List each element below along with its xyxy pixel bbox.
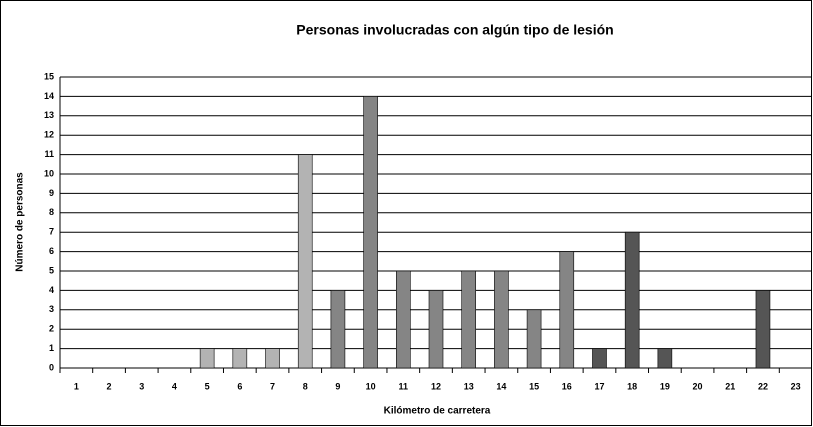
x-tick-label: 15 bbox=[529, 381, 539, 391]
x-tick-label: 16 bbox=[562, 381, 572, 391]
bar bbox=[396, 270, 411, 369]
y-tick-label: 10 bbox=[44, 168, 54, 178]
x-tick-label: 7 bbox=[270, 381, 275, 391]
x-tick-label: 1 bbox=[74, 381, 79, 391]
y-tick-label: 8 bbox=[49, 207, 54, 217]
x-tick-label: 18 bbox=[627, 381, 637, 391]
bar bbox=[461, 270, 476, 369]
bar bbox=[592, 348, 607, 369]
bar bbox=[526, 309, 542, 369]
y-tick-label: 13 bbox=[44, 110, 54, 120]
y-tick-label: 11 bbox=[44, 149, 54, 159]
x-tick-label: 20 bbox=[693, 381, 703, 391]
y-tick-label: 3 bbox=[49, 304, 54, 314]
x-tick-label: 11 bbox=[399, 381, 409, 391]
bar bbox=[297, 154, 313, 369]
bar bbox=[657, 348, 673, 369]
y-tick-label: 7 bbox=[49, 227, 54, 237]
bar bbox=[755, 290, 771, 369]
x-tick-label: 14 bbox=[496, 381, 506, 391]
x-tick-label: 21 bbox=[725, 381, 735, 391]
y-tick-label: 0 bbox=[49, 362, 54, 372]
x-tick-label: 13 bbox=[464, 381, 474, 391]
y-tick-label: 2 bbox=[49, 324, 54, 334]
x-tick-label: 3 bbox=[139, 381, 144, 391]
y-tick-label: 1 bbox=[49, 343, 54, 353]
y-tick-label: 12 bbox=[44, 130, 54, 140]
bar bbox=[624, 231, 640, 369]
x-tick-label: 10 bbox=[366, 381, 376, 391]
x-tick-label: 2 bbox=[107, 381, 112, 391]
x-tick-label: 17 bbox=[594, 381, 604, 391]
y-axis-title: Número de personas bbox=[15, 172, 26, 272]
y-tick-label: 6 bbox=[49, 246, 54, 256]
x-tick-label: 6 bbox=[237, 381, 242, 391]
x-tick-label: 22 bbox=[758, 381, 768, 391]
y-tick-label: 9 bbox=[49, 188, 54, 198]
bar bbox=[428, 290, 444, 369]
bar bbox=[232, 348, 248, 369]
bar bbox=[330, 290, 346, 369]
bar bbox=[363, 96, 378, 369]
x-tick-label: 19 bbox=[660, 381, 670, 391]
bar bbox=[265, 348, 280, 369]
y-tick-label: 14 bbox=[44, 91, 54, 101]
x-tick-label: 9 bbox=[335, 381, 340, 391]
x-tick-label: 4 bbox=[172, 381, 177, 391]
bar bbox=[494, 270, 509, 369]
x-tick-label: 8 bbox=[303, 381, 308, 391]
x-axis-title: Kilómetro de carretera bbox=[384, 406, 491, 417]
y-tick-label: 15 bbox=[44, 71, 54, 81]
bar bbox=[559, 251, 575, 369]
y-tick-label: 4 bbox=[49, 285, 54, 295]
x-tick-label: 5 bbox=[205, 381, 210, 391]
bar bbox=[199, 348, 215, 369]
chart-title: Personas involucradas con algún tipo de … bbox=[296, 22, 613, 38]
x-tick-label: 23 bbox=[791, 381, 801, 391]
y-tick-label: 5 bbox=[49, 265, 54, 275]
x-tick-label: 12 bbox=[431, 381, 441, 391]
